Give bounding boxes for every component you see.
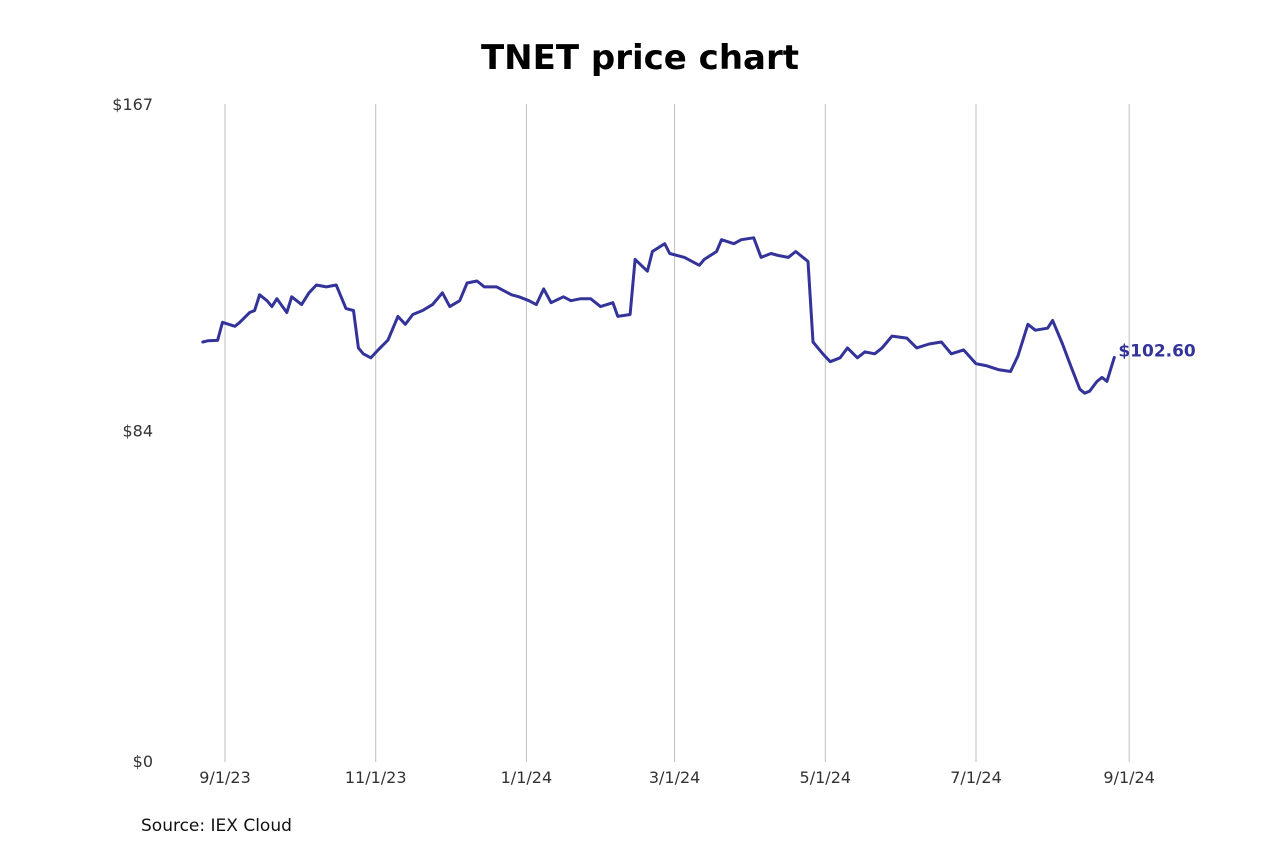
source-note: Source: IEX Cloud — [141, 816, 292, 836]
y-tick-label: $0 — [133, 752, 153, 771]
x-axis: 9/1/23 11/1/23 1/1/24 3/1/24 5/1/24 7/1/24 9/1… — [199, 768, 1155, 787]
chart-title: TNET price chart — [480, 38, 800, 78]
y-axis: $0 $84 $167 — [112, 95, 153, 771]
price-series-line — [201, 236, 1116, 395]
x-tick-label: 9/1/24 — [1103, 768, 1155, 787]
x-tick-label: 11/1/23 — [345, 768, 407, 787]
x-tick-label: 1/1/24 — [501, 768, 553, 787]
x-tick-label: 7/1/24 — [950, 768, 1002, 787]
x-tick-label: 5/1/24 — [800, 768, 852, 787]
y-tick-label: $167 — [112, 95, 153, 114]
x-tick-label: 9/1/23 — [199, 768, 251, 787]
gridlines — [224, 104, 1130, 762]
y-tick-label: $84 — [122, 422, 153, 441]
last-price-label: $102.60 — [1118, 341, 1196, 361]
x-tick-label: 3/1/24 — [649, 768, 701, 787]
